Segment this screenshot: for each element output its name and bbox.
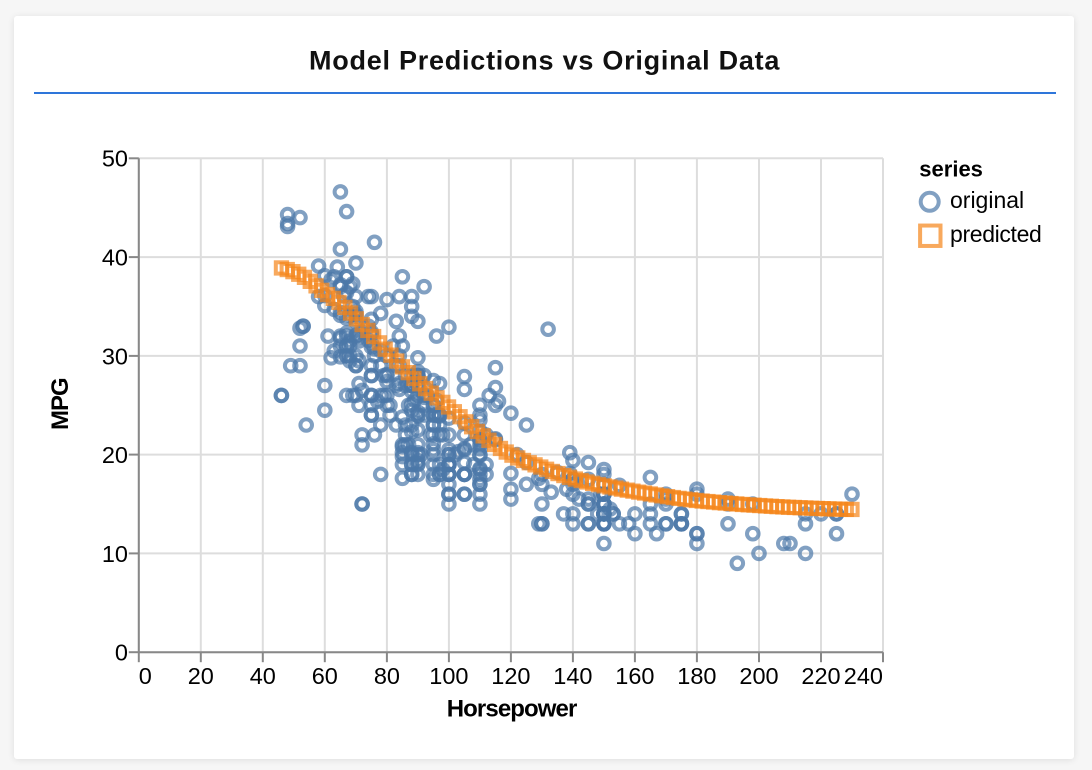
svg-text:40: 40	[102, 245, 128, 271]
svg-text:30: 30	[102, 343, 128, 369]
svg-text:80: 80	[374, 663, 400, 689]
svg-text:160: 160	[615, 663, 654, 689]
svg-text:60: 60	[312, 663, 338, 689]
svg-text:240: 240	[844, 663, 883, 689]
svg-text:Model Predictions vs Original: Model Predictions vs Original Data	[309, 45, 780, 75]
svg-text:180: 180	[677, 663, 716, 689]
svg-text:100: 100	[429, 663, 468, 689]
svg-text:220: 220	[801, 663, 840, 689]
svg-text:200: 200	[739, 663, 778, 689]
svg-text:Horsepower: Horsepower	[447, 696, 577, 723]
svg-text:0: 0	[115, 640, 128, 666]
svg-text:20: 20	[102, 442, 128, 468]
svg-text:20: 20	[188, 663, 214, 689]
svg-text:predicted: predicted	[950, 221, 1041, 247]
svg-text:original: original	[950, 187, 1024, 213]
svg-text:series: series	[919, 156, 983, 181]
svg-text:10: 10	[102, 541, 128, 567]
svg-text:0: 0	[139, 663, 152, 689]
svg-text:40: 40	[250, 663, 276, 689]
svg-text:MPG: MPG	[47, 378, 74, 430]
svg-text:120: 120	[491, 663, 530, 689]
svg-text:50: 50	[102, 146, 128, 172]
svg-text:140: 140	[553, 663, 592, 689]
